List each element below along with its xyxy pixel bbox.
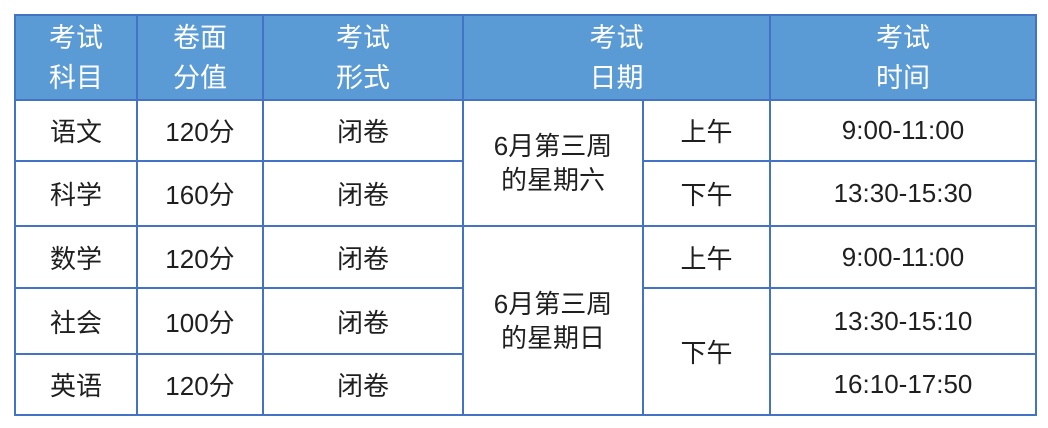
table-row-english: 英语 120分 闭卷 16:10-17:50	[14, 353, 1037, 416]
cell-subject: 语文	[14, 99, 138, 162]
cell-session-merged: 下午	[642, 287, 771, 416]
header-date-line1: 考试	[589, 22, 644, 53]
cell-subject: 社会	[14, 287, 138, 355]
cell-time: 13:30-15:10	[769, 287, 1037, 355]
header-cell-date: 考试 日期	[462, 14, 771, 101]
header-format-line2: 形式	[336, 62, 390, 93]
cell-format: 闭卷	[262, 99, 464, 162]
table-row-science: 科学 160分 闭卷 下午 13:30-15:30	[14, 160, 1037, 227]
cell-format: 闭卷	[262, 287, 464, 355]
header-cell-format: 考试 形式	[262, 14, 464, 101]
cell-format: 闭卷	[262, 225, 464, 289]
date-sunday-line1: 6月第三周	[493, 288, 613, 319]
cell-score: 120分	[136, 353, 264, 416]
header-cell-time: 考试 时间	[769, 14, 1037, 101]
cell-session: 下午	[642, 160, 771, 227]
cell-subject: 数学	[14, 225, 138, 289]
cell-score: 120分	[136, 99, 264, 162]
cell-date-sunday: 6月第三周 的星期日	[462, 225, 644, 416]
exam-schedule-table: 考试 科目 卷面 分值 考试 形式 考试 日期 考试 时间	[14, 14, 1037, 416]
cell-time: 16:10-17:50	[769, 353, 1037, 416]
cell-subject: 英语	[14, 353, 138, 416]
cell-date-saturday: 6月第三周 的星期六	[462, 99, 644, 227]
header-cell-subject: 考试 科目	[14, 14, 138, 101]
header-score-line2: 分值	[173, 62, 227, 93]
cell-time: 13:30-15:30	[769, 160, 1037, 227]
header-cell-score: 卷面 分值	[136, 14, 264, 101]
cell-time: 9:00-11:00	[769, 225, 1037, 289]
table-header-row: 考试 科目 卷面 分值 考试 形式 考试 日期 考试 时间	[14, 14, 1037, 101]
table-row-chinese: 语文 120分 闭卷 6月第三周 的星期六 上午 9:00-11:00	[14, 99, 1037, 227]
cell-score: 100分	[136, 287, 264, 355]
header-time-line2: 时间	[876, 62, 930, 93]
header-time-line1: 考试	[876, 22, 930, 53]
cell-format: 闭卷	[262, 353, 464, 416]
date-sunday-line2: 的星期日	[500, 322, 605, 353]
header-date-line2: 日期	[589, 62, 644, 93]
cell-time: 9:00-11:00	[769, 99, 1037, 162]
cell-session: 上午	[642, 99, 771, 162]
date-saturday-line1: 6月第三周	[493, 131, 613, 161]
table-row-social: 社会 100分 闭卷 下午 13:30-15:10	[14, 287, 1037, 416]
table-row-math: 数学 120分 闭卷 6月第三周 的星期日 上午 9:00-11:00	[14, 225, 1037, 416]
header-subject-line1: 考试	[49, 22, 103, 53]
cell-score: 160分	[136, 160, 264, 227]
date-saturday-line2: 的星期六	[500, 165, 605, 195]
header-format-line1: 考试	[336, 22, 390, 53]
cell-format: 闭卷	[262, 160, 464, 227]
cell-score: 120分	[136, 225, 264, 289]
header-score-line1: 卷面	[173, 22, 227, 53]
header-subject-line2: 科目	[49, 62, 103, 93]
cell-subject: 科学	[14, 160, 138, 227]
cell-session: 上午	[642, 225, 771, 289]
